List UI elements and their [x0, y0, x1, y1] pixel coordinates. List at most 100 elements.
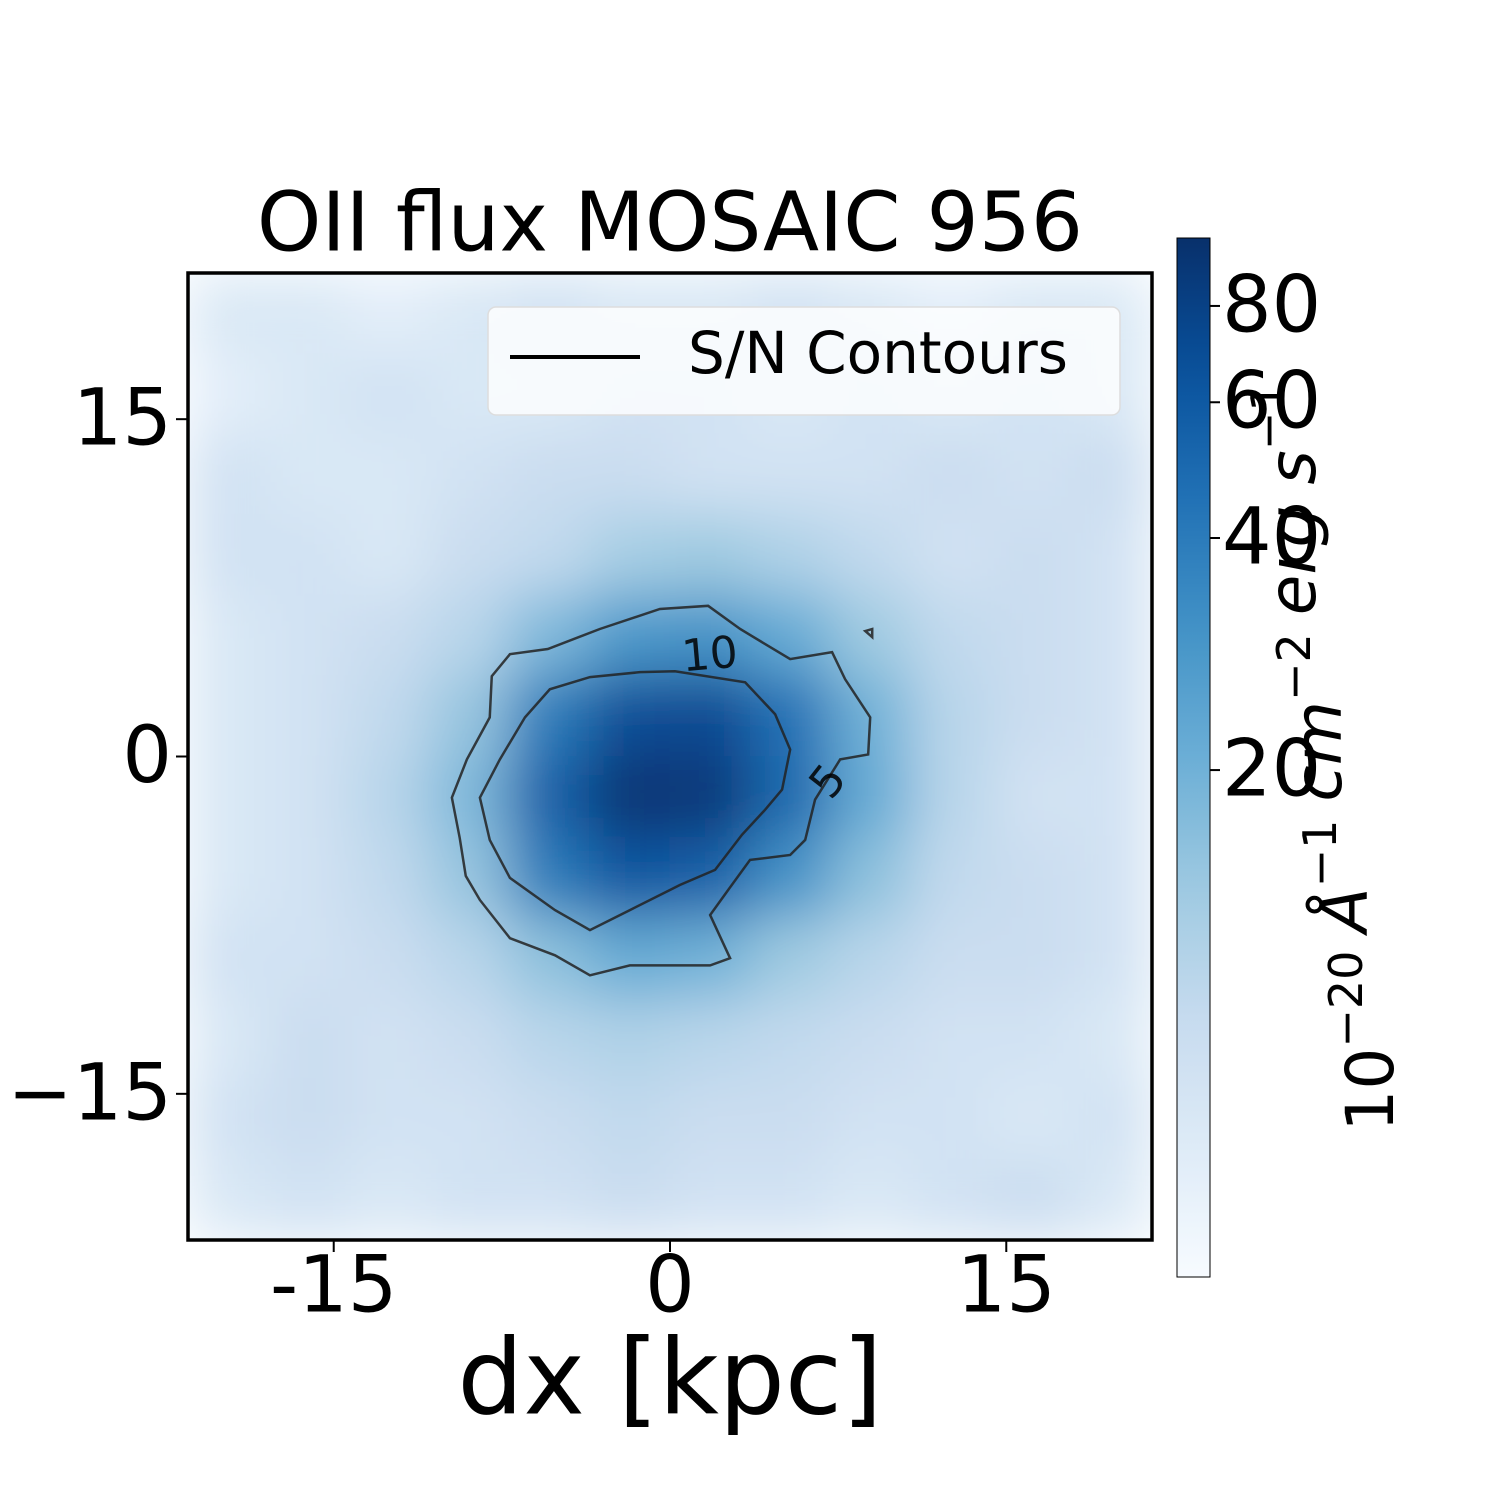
contour-line — [450, 604, 872, 977]
heat-cell — [188, 836, 269, 919]
heat-cell — [749, 675, 832, 757]
contour-label: 10 — [680, 627, 740, 683]
heat-cell — [910, 675, 992, 757]
heat-cell — [428, 756, 510, 838]
heat-cell — [669, 675, 751, 757]
heat-cell — [990, 917, 1073, 999]
heat-cell — [910, 756, 992, 838]
heat-cell — [830, 997, 912, 1080]
colorbar-label-sup: −20 — [1319, 951, 1373, 1048]
heat-cell — [348, 675, 430, 757]
heat-cell — [1071, 836, 1152, 919]
heat-cell — [348, 1158, 430, 1240]
heat-cell — [428, 836, 510, 919]
heat-cell — [508, 756, 591, 838]
heat-cell — [188, 273, 269, 355]
heat-cell — [910, 594, 992, 677]
heat-cell — [990, 514, 1073, 596]
heat-cell — [428, 675, 510, 757]
heat-cell — [830, 1078, 912, 1160]
heat-cell — [188, 1158, 269, 1240]
heat-cell — [910, 836, 992, 919]
heat-cell — [267, 273, 350, 355]
heatmap-cells — [188, 273, 1152, 1240]
heat-cell — [990, 1158, 1073, 1240]
heat-cell — [1071, 433, 1152, 516]
heat-cell — [749, 433, 832, 516]
heat-cell — [188, 353, 269, 435]
legend-label: S/N Contours — [688, 319, 1068, 387]
heat-cell — [1071, 756, 1152, 838]
heat-cell — [910, 1158, 992, 1240]
heat-cell — [1071, 917, 1152, 999]
heat-cell — [267, 836, 350, 919]
heat-cell — [749, 997, 832, 1080]
heat-cell — [749, 594, 832, 677]
heat-cell — [1071, 594, 1152, 677]
legend-box — [487, 306, 1121, 416]
heat-cell — [267, 353, 350, 435]
heat-cell — [669, 1078, 751, 1160]
heat-cell — [267, 997, 350, 1080]
heat-cell — [589, 675, 671, 757]
heat-cell — [348, 756, 430, 838]
heat-cell — [348, 997, 430, 1080]
heat-cell — [589, 1078, 671, 1160]
heat-cell — [348, 836, 430, 919]
contour-line — [862, 627, 874, 640]
heatmap — [188, 273, 1152, 1240]
heat-cell — [508, 997, 591, 1080]
heat-cell — [348, 917, 430, 999]
colorbar — [1176, 237, 1211, 1278]
heat-cell — [990, 997, 1073, 1080]
heat-cell — [669, 756, 751, 838]
heat-cell — [508, 1078, 591, 1160]
heat-cell — [1071, 1078, 1152, 1160]
heat-cell — [669, 514, 751, 596]
heat-cell — [589, 594, 671, 677]
heat-cell — [589, 917, 671, 999]
heat-cell — [508, 917, 591, 999]
colorbar-label-part: 10 — [1332, 1048, 1409, 1132]
heat-cell — [508, 594, 591, 677]
heat-cell — [428, 514, 510, 596]
heat-cell — [749, 917, 832, 999]
heat-cell — [348, 1078, 430, 1160]
heat-cell — [188, 675, 269, 757]
colorbar-label-part: erg s — [1254, 450, 1331, 615]
heat-cell — [749, 1078, 832, 1160]
heat-cell — [589, 433, 671, 516]
heat-cell — [589, 997, 671, 1080]
heat-cell — [990, 433, 1073, 516]
heat-cell — [428, 433, 510, 516]
heat-cell — [188, 594, 269, 677]
heat-cell — [990, 675, 1073, 757]
heat-cell — [910, 514, 992, 596]
heat-cell — [348, 353, 430, 435]
heat-cell — [188, 433, 269, 516]
heat-cell — [749, 836, 832, 919]
colorbar-label-sup: −1 — [1293, 820, 1347, 888]
heat-cell — [669, 433, 751, 516]
heat-cell — [749, 514, 832, 596]
x-tick-label: 15 — [957, 1240, 1056, 1330]
heat-cell — [669, 1158, 751, 1240]
heat-cell — [830, 514, 912, 596]
y-tick-label: 15 — [73, 374, 172, 464]
heat-cell — [188, 756, 269, 838]
heat-cell — [348, 594, 430, 677]
colorbar-tick-label: 80 — [1222, 260, 1321, 350]
heat-cell — [267, 1158, 350, 1240]
heat-cell — [990, 1078, 1073, 1160]
x-tick-label: -15 — [270, 1240, 397, 1330]
heat-cell — [910, 997, 992, 1080]
heat-cell — [830, 1158, 912, 1240]
heat-cell — [508, 433, 591, 516]
heat-cell — [428, 917, 510, 999]
heat-cell — [348, 433, 430, 516]
heat-cell — [990, 836, 1073, 919]
heat-cell — [589, 514, 671, 596]
heat-cell — [267, 514, 350, 596]
heat-cell — [267, 1078, 350, 1160]
